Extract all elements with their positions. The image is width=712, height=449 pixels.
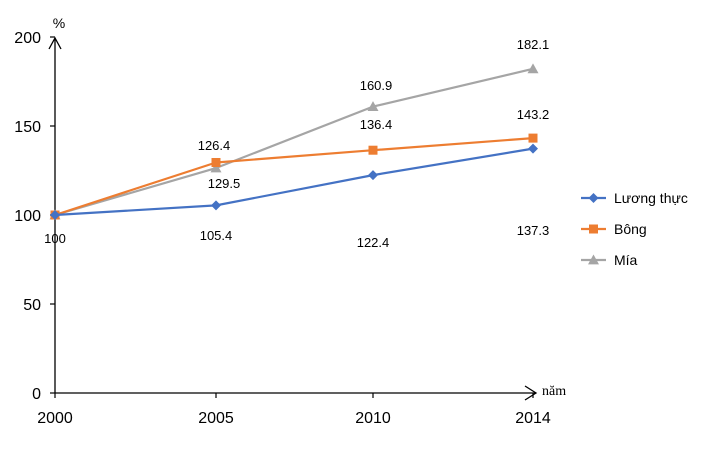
y-tick-label: 200 xyxy=(14,30,41,47)
diamond-marker xyxy=(50,210,60,220)
y-axis-label: % xyxy=(53,15,65,31)
square-marker xyxy=(528,133,538,143)
data-label: 137.3 xyxy=(517,223,550,238)
legend-label: Mía xyxy=(614,252,638,268)
diamond-marker xyxy=(211,200,221,211)
data-label: 105.4 xyxy=(200,228,233,243)
y-tick-label: 0 xyxy=(32,386,41,403)
diamond-marker xyxy=(588,193,599,203)
series-0 xyxy=(50,143,538,220)
triangle-marker xyxy=(527,63,539,74)
series-layer xyxy=(49,63,539,220)
square-marker xyxy=(589,224,598,234)
data-label: 136.4 xyxy=(360,117,393,132)
series-2 xyxy=(49,63,539,220)
legend-item: Lương thực xyxy=(581,190,688,206)
x-tick-label: 2000 xyxy=(37,410,73,427)
legend: Lương thực Bông Mía xyxy=(581,190,688,268)
y-tick-label: 100 xyxy=(14,208,41,225)
data-label: 126.4 xyxy=(198,138,231,153)
x-axis-arrow xyxy=(524,385,538,401)
diamond-marker xyxy=(368,170,378,181)
square-marker xyxy=(368,145,378,155)
series-line xyxy=(54,147,534,217)
legend-label: Lương thực xyxy=(614,190,688,206)
data-label: 100 xyxy=(44,231,66,246)
data-label: 143.2 xyxy=(517,107,550,122)
diamond-marker xyxy=(528,143,538,154)
series-line xyxy=(54,137,534,217)
data-labels: 100 105.4 122.4 137.3 129.5 136.4 143.2 126.4 16… xyxy=(44,37,549,250)
legend-item: Mía xyxy=(581,252,638,268)
legend-label: Bông xyxy=(614,221,647,237)
x-axis-label: năm xyxy=(542,384,566,399)
y-tick-label: 50 xyxy=(23,297,41,314)
data-label: 129.5 xyxy=(208,176,241,191)
series-line xyxy=(54,67,534,217)
y-axis-arrow xyxy=(48,36,62,50)
series-1 xyxy=(50,133,538,220)
triangle-marker xyxy=(210,162,222,173)
data-label: 160.9 xyxy=(360,78,393,93)
x-tick-label: 2014 xyxy=(515,410,551,427)
y-tick-label: 150 xyxy=(14,119,41,136)
triangle-marker xyxy=(367,101,379,111)
axes: 0 50 100 150 200 2000 2005 2010 2014% năm xyxy=(14,15,566,427)
data-label: 182.1 xyxy=(517,37,550,52)
legend-item: Bông xyxy=(581,221,647,237)
triangle-marker xyxy=(588,254,599,265)
square-marker xyxy=(211,157,221,167)
data-label: 122.4 xyxy=(357,235,390,250)
x-tick-label: 2010 xyxy=(355,410,391,427)
x-tick-label: 2005 xyxy=(198,410,234,427)
